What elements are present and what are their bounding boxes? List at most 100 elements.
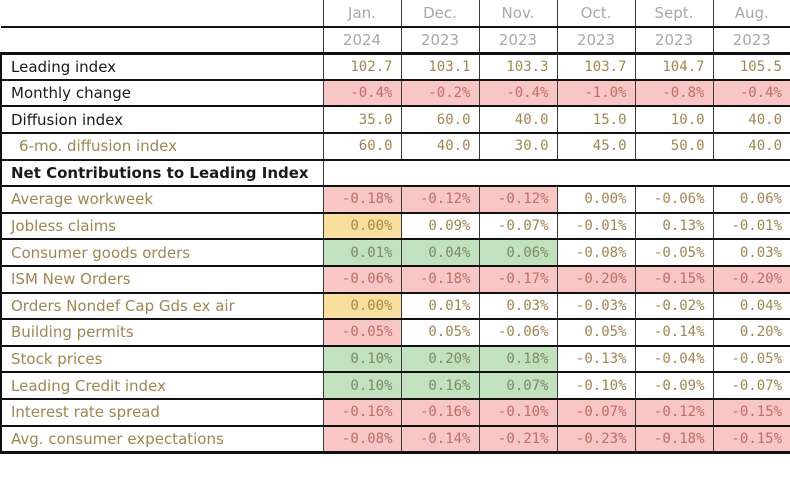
column-month-header: Nov. <box>478 0 558 28</box>
value-cell: 0.20% <box>712 318 790 347</box>
value-cell: 35.0 <box>322 105 402 134</box>
value-cell: 0.03% <box>712 238 790 267</box>
value-cell: -0.18% <box>322 185 402 214</box>
value-cell: -0.8% <box>634 78 714 108</box>
value-cell: -0.12% <box>400 185 480 214</box>
value-cell: -0.2% <box>400 78 480 108</box>
value-cell: -0.10% <box>556 371 636 400</box>
row-label: Interest rate spread <box>0 397 324 427</box>
column-year-header: 2023 <box>556 25 636 55</box>
column-month-header: Aug. <box>712 0 790 28</box>
value-cell: 0.04% <box>712 291 790 321</box>
value-cell: 0.00% <box>322 211 402 241</box>
column-year-header: 2023 <box>400 25 480 55</box>
value-cell: -0.06% <box>634 185 714 214</box>
value-cell: 104.7 <box>634 52 714 81</box>
row-label: Consumer goods orders <box>0 238 324 267</box>
value-cell: -0.12% <box>634 397 714 427</box>
value-cell: -0.09% <box>634 371 714 400</box>
value-cell: -0.17% <box>478 264 558 294</box>
section-header-label: Net Contributions to Leading Index <box>0 158 324 188</box>
value-cell: -1.0% <box>556 78 636 108</box>
table-row: Building permits -0.05% 0.05% -0.06% 0.05% -0… <box>0 318 790 347</box>
value-cell: -0.07% <box>478 211 558 241</box>
value-cell: -0.16% <box>400 397 480 427</box>
value-cell: -0.20% <box>556 264 636 294</box>
value-cell: 0.01% <box>400 291 480 321</box>
value-cell: 103.3 <box>478 52 558 81</box>
value-cell: -0.07% <box>712 371 790 400</box>
table-row: Net Contributions to Leading Index <box>0 158 790 188</box>
table-row: Leading index 102.7 103.1 103.3 103.7 104.7 10… <box>0 52 790 81</box>
value-cell: 45.0 <box>556 131 636 161</box>
value-cell: -0.07% <box>556 397 636 427</box>
value-cell: -0.20% <box>712 264 790 294</box>
table-row: Stock prices 0.10% 0.20% 0.18% -0.13% -0.04% -… <box>0 344 790 374</box>
row-label: Jobless claims <box>0 211 324 241</box>
table-row: Avg. consumer expectations -0.08% -0.14% -0… <box>0 424 790 454</box>
row-label: Average workweek <box>0 185 324 214</box>
value-cell: -0.06% <box>322 264 402 294</box>
value-cell: -0.15% <box>712 397 790 427</box>
table-row: Leading Credit index 0.10% 0.16% 0.07% -0.10… <box>0 371 790 400</box>
value-cell: 0.01% <box>322 238 402 267</box>
value-cell: 40.0 <box>712 131 790 161</box>
row-label: ISM New Orders <box>0 264 324 294</box>
table-row: 6-mo. diffusion index 60.0 40.0 30.0 45.0 50.… <box>0 131 790 161</box>
value-cell: 10.0 <box>634 105 714 134</box>
table-row: Orders Nondef Cap Gds ex air 0.00% 0.01% 0.… <box>0 291 790 321</box>
table-row: Diffusion index 35.0 60.0 40.0 15.0 10.0 40.0 <box>0 105 790 134</box>
value-cell: 40.0 <box>712 105 790 134</box>
value-cell: 15.0 <box>556 105 636 134</box>
value-cell: 0.04% <box>400 238 480 267</box>
row-label: Stock prices <box>0 344 324 374</box>
column-month-header: Sept. <box>634 0 714 28</box>
table-row: Jobless claims 0.00% 0.09% -0.07% -0.01% 0.13… <box>0 211 790 241</box>
column-year-header: 2024 <box>322 25 402 55</box>
value-cell: 103.1 <box>400 52 480 81</box>
corner-blank-cell <box>1 25 324 55</box>
value-cell: 0.03% <box>478 291 558 321</box>
value-cell: 102.7 <box>322 52 402 81</box>
row-label: 6-mo. diffusion index <box>0 131 324 161</box>
column-year-header: 2023 <box>634 25 714 55</box>
value-cell: 0.00% <box>556 185 636 214</box>
value-cell: -0.01% <box>556 211 636 241</box>
value-cell: 60.0 <box>400 105 480 134</box>
table-row: Monthly change -0.4% -0.2% -0.4% -1.0% -0.8% -… <box>0 78 790 108</box>
corner-blank-cell <box>1 0 324 28</box>
value-cell: 0.13% <box>634 211 714 241</box>
value-cell: 0.00% <box>322 291 402 321</box>
value-cell: -0.04% <box>634 344 714 374</box>
value-cell: -0.10% <box>478 397 558 427</box>
value-cell: -0.05% <box>712 344 790 374</box>
value-cell: 0.05% <box>556 318 636 347</box>
value-cell: 103.7 <box>556 52 636 81</box>
value-cell: -0.06% <box>478 318 558 347</box>
table-row: Average workweek -0.18% -0.12% -0.12% 0.00% -… <box>0 185 790 214</box>
value-cell: -0.15% <box>712 424 790 454</box>
value-cell: -0.16% <box>322 397 402 427</box>
value-cell: 0.16% <box>400 371 480 400</box>
value-cell: -0.4% <box>712 78 790 108</box>
value-cell: 0.10% <box>322 344 402 374</box>
row-label: Orders Nondef Cap Gds ex air <box>0 291 324 321</box>
column-month-header: Dec. <box>400 0 480 28</box>
value-cell: -0.4% <box>478 78 558 108</box>
value-cell: -0.14% <box>634 318 714 347</box>
table-body: Leading index 102.7 103.1 103.3 103.7 104.7 10… <box>0 52 790 454</box>
table-row: Consumer goods orders 0.01% 0.04% 0.06% -0.0… <box>0 238 790 267</box>
row-label: Diffusion index <box>0 105 324 134</box>
value-cell: -0.02% <box>634 291 714 321</box>
value-cell: -0.14% <box>400 424 480 454</box>
value-cell: -0.08% <box>556 238 636 267</box>
row-label: Avg. consumer expectations <box>0 424 324 454</box>
value-cell: -0.05% <box>634 238 714 267</box>
row-label: Monthly change <box>0 78 324 108</box>
value-cell: 0.05% <box>400 318 480 347</box>
column-month-header: Jan. <box>322 0 402 28</box>
row-label: Building permits <box>0 318 324 347</box>
value-cell: -0.08% <box>322 424 402 454</box>
value-cell: 40.0 <box>478 105 558 134</box>
